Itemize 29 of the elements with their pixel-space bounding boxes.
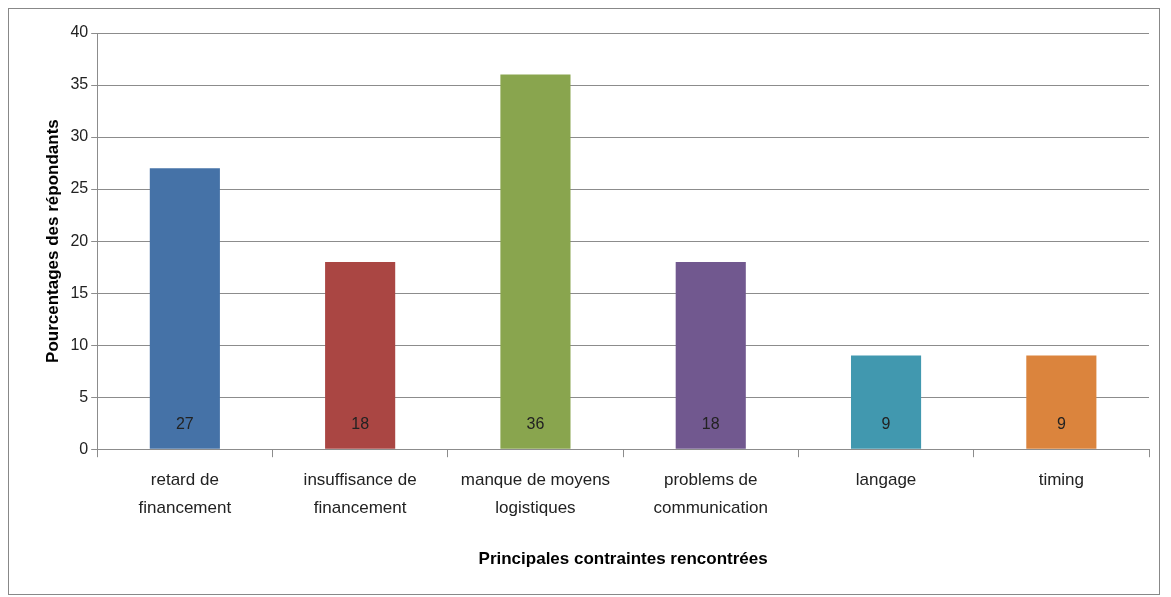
y-tick-label: 35 [70,75,89,93]
bar [149,168,220,449]
bar [850,355,922,449]
data-label: 9 [881,415,891,433]
y-tick-label: 5 [79,387,89,405]
x-tick-label: langage [855,470,917,490]
x-tick-label: insuffisance de financement [303,470,417,517]
data-label: 18 [351,415,370,433]
x-tick-label: problems de communication [653,470,768,517]
x-tick-label: timing [1038,470,1085,490]
bar [500,74,571,449]
y-tick-label: 10 [70,335,89,353]
data-label: 9 [1056,415,1066,433]
y-axis-title: Pourcentages des répondants [42,119,62,363]
bar [1026,355,1097,449]
x-axis-title: Principales contraintes rencontrées [478,549,768,569]
data-label: 27 [175,415,194,433]
data-label: 18 [701,415,720,433]
y-tick-label: 40 [70,23,89,41]
y-tick-label: 30 [70,127,89,145]
y-tick-label: 25 [70,179,89,197]
y-tick-label: 20 [70,231,89,249]
y-tick-label: 0 [79,439,89,457]
data-label: 36 [526,415,545,433]
bar [325,261,396,449]
bar [675,261,746,449]
x-tick-label: manque de moyens logistiques [460,470,611,517]
y-tick-label: 15 [70,283,89,301]
x-tick-label: retard de financement [138,470,232,517]
